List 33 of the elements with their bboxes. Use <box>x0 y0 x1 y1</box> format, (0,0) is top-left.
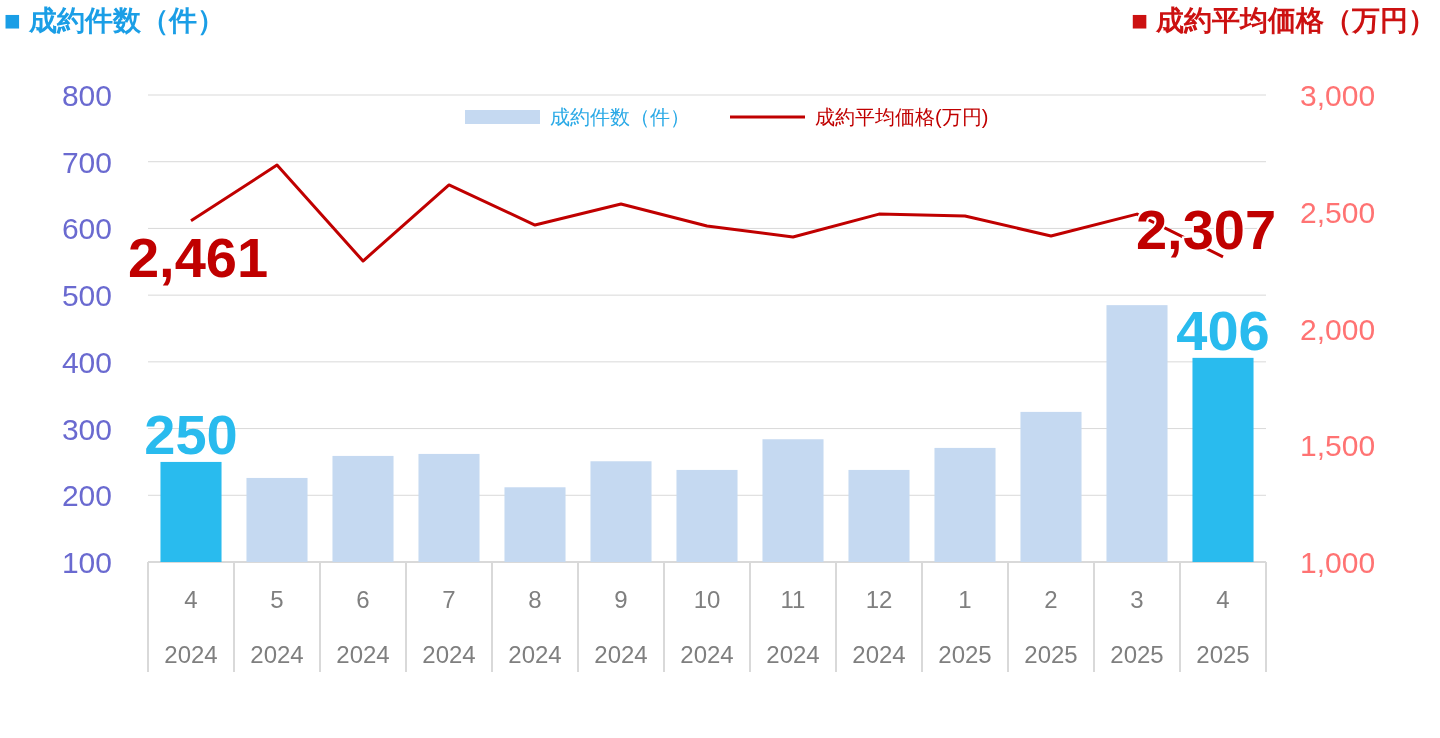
y-tick-label: 300 <box>61 412 112 446</box>
y-tick-label: 200 <box>61 479 112 513</box>
y2-tick-label: 2,500 <box>1300 195 1376 229</box>
y-tick-label: 100 <box>61 546 112 579</box>
data-label: 250 <box>144 402 238 466</box>
y-tick-label: 800 <box>61 79 112 112</box>
x-tick-label: 5 2024 <box>250 586 304 668</box>
y-tick-label: 500 <box>61 279 112 313</box>
x-tick-label: 10 2024 <box>680 586 734 668</box>
x-tick-label: 12 2024 <box>852 586 906 668</box>
y-axis-title: ■ 成約件数（件） <box>4 5 225 36</box>
x-tick-label: 4 2024 <box>164 586 218 668</box>
y2-axis-title: ■ 成約平均価格（万円） <box>1131 5 1436 36</box>
y2-tick-label: 1,000 <box>1300 546 1376 579</box>
x-tick-label: 7 2024 <box>422 586 476 668</box>
x-tick-label: 1 2025 <box>938 586 992 668</box>
x-tick-label: 3 2025 <box>1110 586 1164 668</box>
data-label: 2,461 <box>127 225 269 289</box>
legend-label: 成約平均価格(万円) <box>815 106 989 128</box>
legend-label: 成約件数（件） <box>550 106 690 128</box>
y-tick-label: 400 <box>61 345 112 379</box>
y2-tick-label: 2,000 <box>1300 312 1376 346</box>
y2-tick-label: 1,500 <box>1300 429 1376 463</box>
data-label: 406 <box>1176 298 1270 362</box>
x-tick-label: 2 2025 <box>1024 586 1078 668</box>
x-tick-label: 9 2024 <box>594 586 648 668</box>
y2-tick-label: 3,000 <box>1300 79 1376 112</box>
x-tick-label: 6 2024 <box>336 586 390 668</box>
x-tick-label: 8 2024 <box>508 586 562 668</box>
y-tick-label: 700 <box>61 145 112 179</box>
y-tick-label: 600 <box>61 212 112 246</box>
x-tick-label: 4 2025 <box>1196 586 1250 668</box>
x-tick-label: 11 2024 <box>766 586 820 668</box>
